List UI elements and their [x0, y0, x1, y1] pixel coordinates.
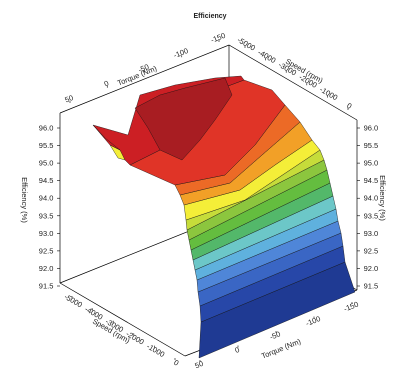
efficiency-left-tick-label: 95.0	[39, 159, 54, 168]
chart-title: Efficiency	[193, 13, 226, 20]
z-axis-left-ticks: 96.0 95.5 95.0 94.5 94.0 93.5 93.0 92.5 92.0 91.5	[39, 124, 60, 291]
efficiency-left-tick-label: 94.0	[39, 194, 54, 203]
torque-axis-title-front: Torque (Nm)	[260, 337, 302, 361]
torque-front-tick-label: -50	[268, 329, 281, 341]
speed-front-tick-label: 0	[172, 358, 180, 368]
efficiency-right-tick-label: 93.0	[364, 229, 379, 238]
speed-back-tick-label: -5000	[236, 35, 257, 52]
speed-back-tick-label: 0	[345, 101, 353, 111]
efficiency-right-tick-label: 92.0	[364, 264, 379, 273]
torque-back-tick-label: 50	[64, 93, 75, 104]
efficiency-right-tick-label: 91.5	[364, 282, 379, 291]
torque-back-tick-label: 0	[103, 79, 110, 89]
efficiency-right-tick-label: 94.0	[364, 194, 379, 203]
efficiency-axis-title-right: Efficiency (%)	[378, 175, 387, 221]
torque-front-tick-label: 50	[194, 359, 205, 370]
surface-peak-region	[134, 77, 233, 161]
efficiency-left-tick-label: 93.0	[39, 229, 54, 238]
efficiency-left-tick-label: 92.0	[39, 264, 54, 273]
surface	[92, 75, 356, 359]
torque-back-tick-label: -150	[209, 31, 226, 45]
torque-front-tick-label: -100	[304, 314, 321, 328]
efficiency-right-tick-label: 96.0	[364, 124, 379, 133]
speed-back-tick-label: -1000	[318, 85, 339, 102]
torque-front-tick-label: 0	[233, 345, 240, 355]
efficiency-right-tick-label: 94.5	[364, 176, 379, 185]
efficiency-left-tick-label: 93.5	[39, 211, 54, 220]
torque-back-tick-label: -100	[172, 46, 189, 60]
torque-back-tick-label: -50	[137, 62, 150, 74]
efficiency-right-tick-label: 92.5	[364, 246, 379, 255]
efficiency-left-tick-label: 94.5	[39, 176, 54, 185]
z-axis-right-ticks: 96.0 95.5 95.0 94.5 94.0 93.5 93.0 92.5 92.0 91.5	[357, 124, 378, 291]
efficiency-left-tick-label: 92.5	[39, 246, 54, 255]
efficiency-left-tick-label: 91.5	[39, 282, 54, 291]
surface-left-tip-red	[92, 124, 121, 151]
speed-front-tick-label: -1000	[145, 342, 166, 359]
front-left-floor-edge	[59, 282, 186, 357]
efficiency-axis-title-left: Efficiency (%)	[20, 177, 29, 223]
efficiency-right-tick-label: 95.0	[364, 159, 379, 168]
efficiency-right-tick-label: 93.5	[364, 211, 379, 220]
efficiency-left-tick-label: 96.0	[39, 124, 54, 133]
torque-front-tick-label: -150	[342, 300, 359, 314]
efficiency-right-tick-label: 95.5	[364, 141, 379, 150]
speed-back-tick-label: -4000	[256, 48, 277, 65]
efficiency-left-tick-label: 95.5	[39, 141, 54, 150]
